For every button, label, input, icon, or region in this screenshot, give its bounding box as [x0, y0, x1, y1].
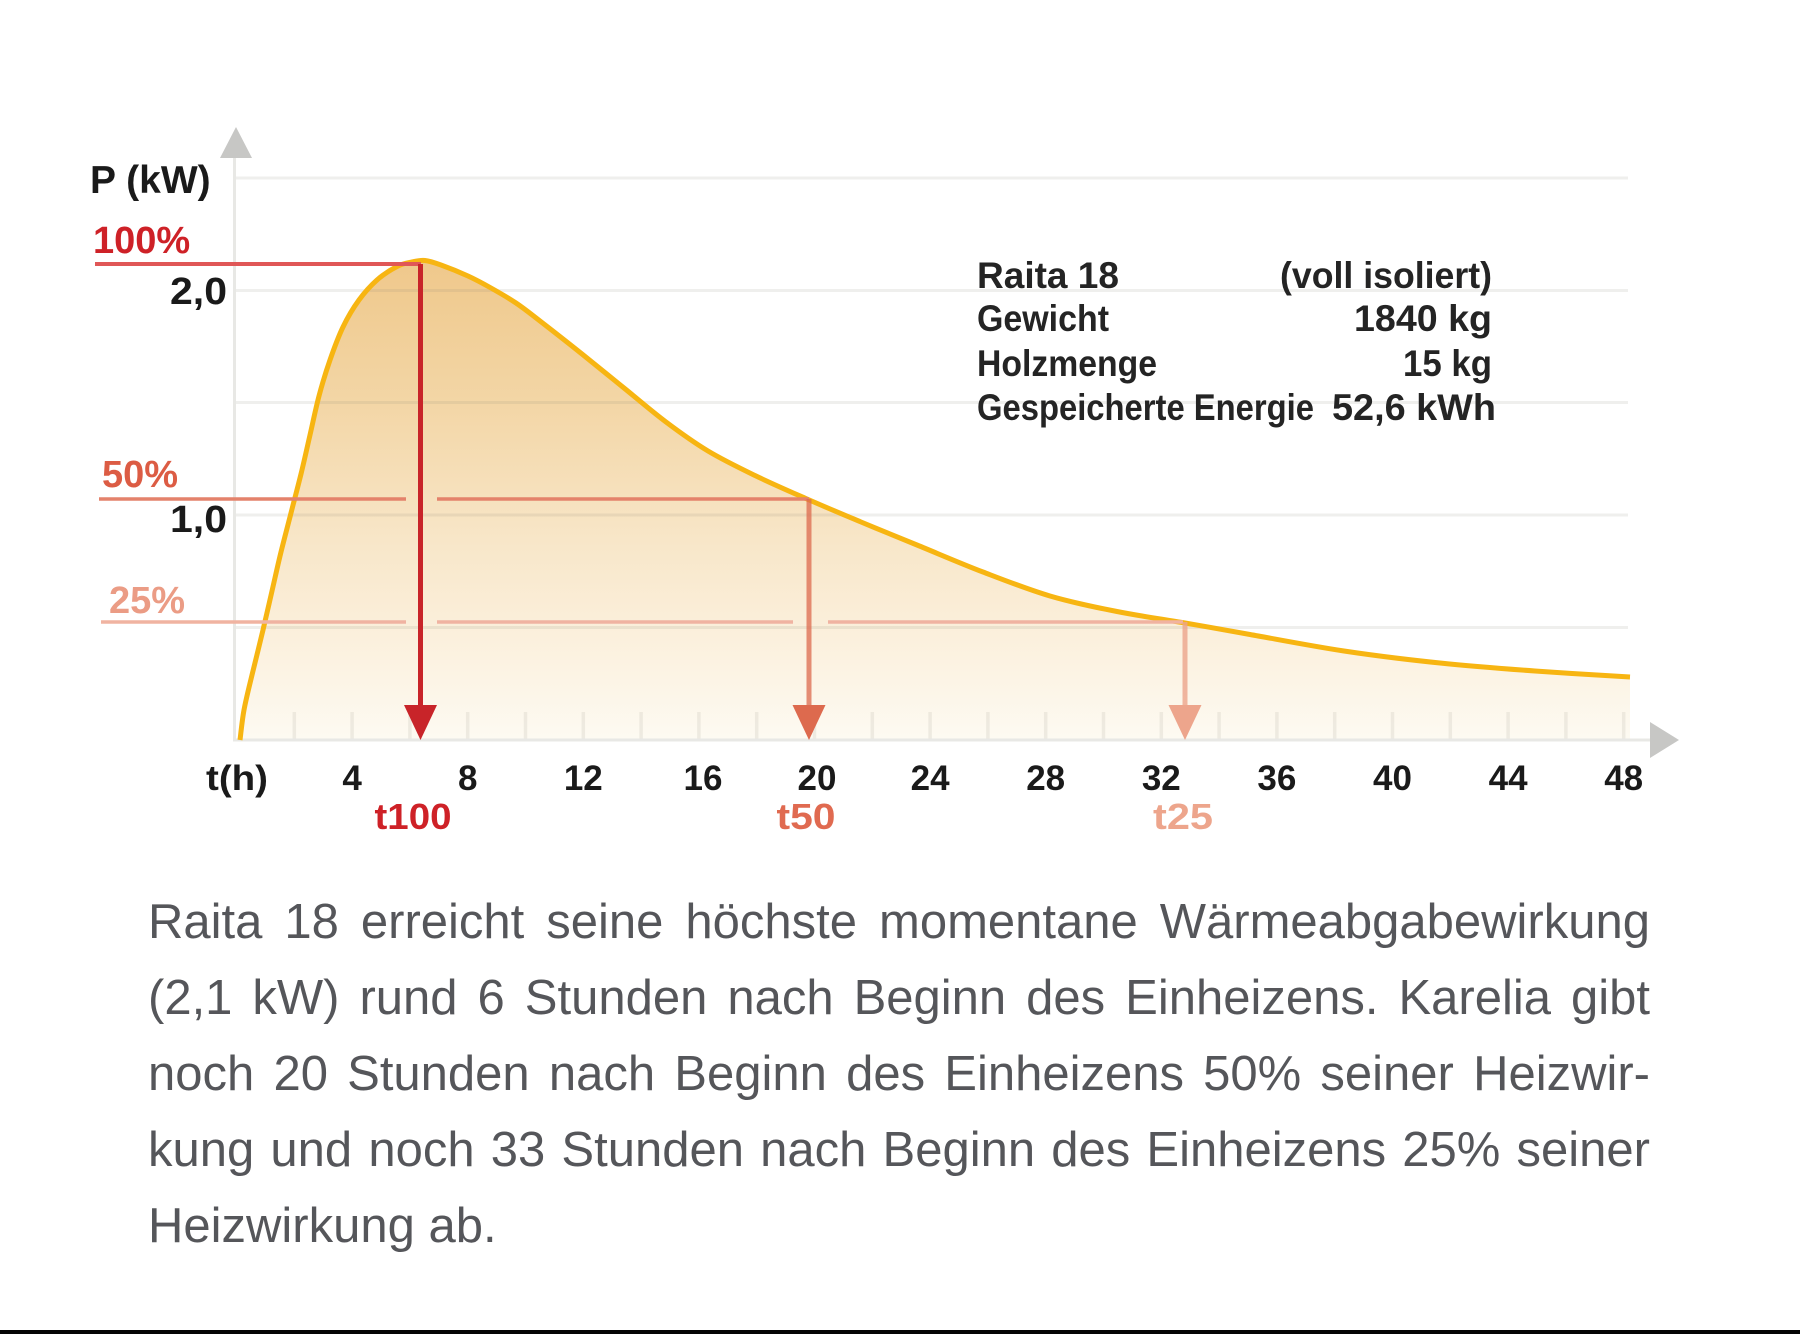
svg-text:12: 12: [564, 759, 603, 798]
svg-text:2,0: 2,0: [170, 271, 227, 313]
svg-text:Raita 18: Raita 18: [977, 255, 1119, 296]
svg-text:100%: 100%: [93, 220, 190, 262]
svg-text:t50: t50: [777, 796, 836, 837]
svg-text:28: 28: [1026, 759, 1065, 798]
svg-text:(voll isoliert): (voll isoliert): [1280, 255, 1492, 296]
svg-text:25%: 25%: [109, 580, 185, 622]
svg-text:40: 40: [1373, 759, 1412, 798]
svg-text:1840 kg: 1840 kg: [1354, 298, 1492, 339]
svg-text:50%: 50%: [102, 454, 178, 496]
svg-text:Gespeicherte Energie: Gespeicherte Energie: [977, 387, 1314, 428]
svg-text:15 kg: 15 kg: [1403, 343, 1492, 384]
svg-text:P (kW): P (kW): [90, 159, 211, 202]
svg-text:52,6 kWh: 52,6 kWh: [1332, 387, 1496, 428]
svg-text:24: 24: [911, 759, 950, 798]
svg-text:20: 20: [798, 759, 837, 798]
svg-text:Holzmenge: Holzmenge: [977, 343, 1157, 384]
svg-text:8: 8: [458, 759, 477, 798]
svg-text:32: 32: [1142, 759, 1181, 798]
svg-text:4: 4: [342, 759, 362, 798]
svg-text:36: 36: [1257, 759, 1296, 798]
svg-text:48: 48: [1604, 759, 1643, 798]
svg-text:Gewicht: Gewicht: [977, 298, 1109, 339]
svg-text:1,0: 1,0: [170, 499, 227, 541]
svg-text:16: 16: [684, 759, 723, 798]
svg-text:t25: t25: [1153, 796, 1213, 837]
svg-text:t100: t100: [375, 796, 452, 837]
svg-text:t(h): t(h): [206, 759, 268, 798]
svg-text:44: 44: [1489, 759, 1528, 798]
